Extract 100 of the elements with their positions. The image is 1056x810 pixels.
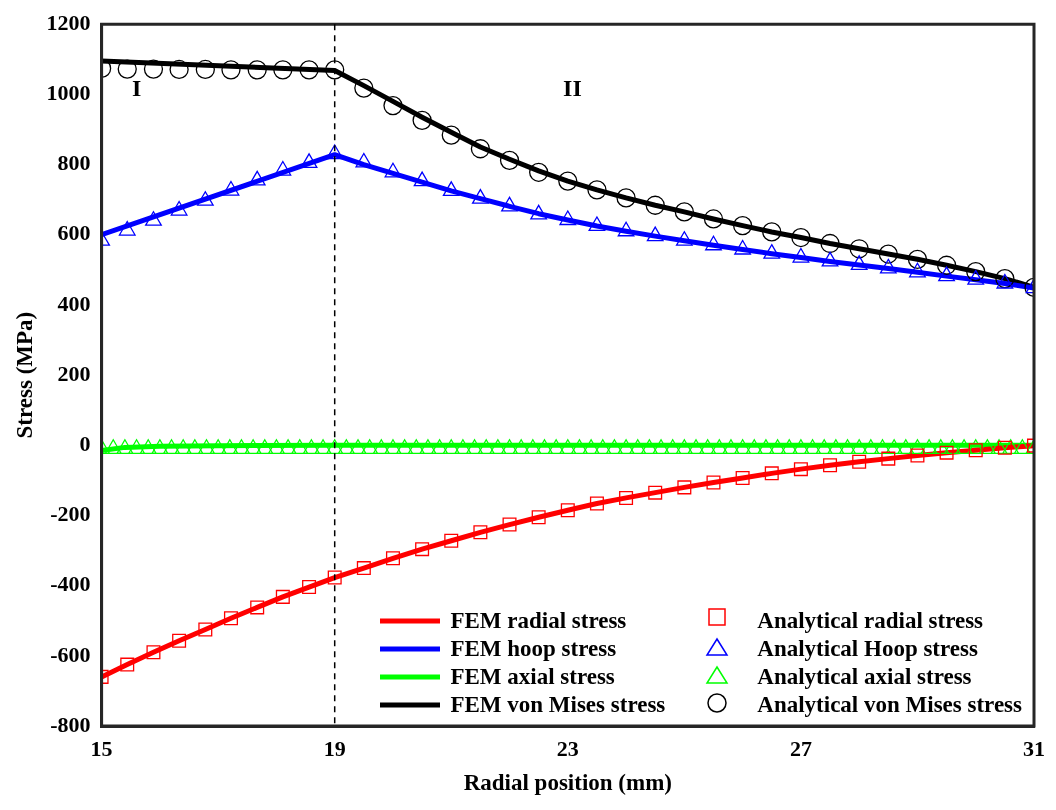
point (383, 95, 403, 116)
point (820, 233, 840, 254)
point (762, 222, 782, 242)
point (221, 60, 241, 80)
point (384, 162, 402, 178)
point (705, 235, 722, 251)
legend-label: Analytical Hoop stress (757, 636, 978, 662)
point (529, 162, 549, 182)
legend-label: Analytical radial stress (757, 608, 984, 634)
point (674, 202, 694, 222)
point (499, 150, 520, 170)
point (734, 239, 752, 255)
point (195, 59, 215, 80)
point (619, 490, 634, 505)
point (247, 60, 267, 80)
point (413, 171, 431, 187)
point (355, 152, 373, 168)
point (881, 451, 896, 466)
point (967, 270, 985, 285)
point (587, 180, 607, 200)
point (732, 215, 753, 236)
point (273, 60, 293, 80)
point (222, 180, 240, 196)
legend-label: FEM radial stress (450, 608, 627, 634)
point (793, 462, 808, 477)
legend-label: FEM axial stress (450, 664, 615, 690)
point (560, 503, 575, 518)
point (646, 226, 664, 242)
point (502, 517, 517, 532)
point (530, 204, 548, 220)
point (966, 261, 986, 282)
point (170, 200, 188, 216)
point (531, 510, 546, 525)
point (325, 60, 345, 80)
x-tick-label: 15 (90, 735, 113, 761)
point (936, 255, 957, 275)
point (326, 144, 344, 160)
y-axis-title: Stress (MPa) (11, 311, 37, 439)
point (852, 454, 867, 469)
annotation: II (563, 75, 582, 102)
point (850, 255, 868, 271)
point (196, 191, 214, 206)
point (274, 160, 292, 176)
point (250, 600, 265, 615)
y-tick-label: -200 (50, 501, 91, 527)
point (471, 188, 489, 204)
point (968, 443, 983, 458)
point (878, 244, 898, 264)
legend-label: Analytical axial stress (757, 664, 972, 690)
legend-label: FEM hoop stress (450, 636, 617, 662)
point (558, 171, 578, 191)
point (823, 458, 838, 473)
legend-label: FEM von Mises stress (450, 692, 666, 718)
point (617, 221, 635, 237)
point (120, 657, 135, 672)
x-tick-label: 23 (556, 735, 579, 761)
point (327, 570, 342, 585)
point (501, 196, 518, 212)
point (415, 542, 430, 557)
point (703, 209, 724, 229)
point (909, 262, 926, 278)
point (145, 211, 162, 226)
point (441, 125, 461, 145)
point (616, 188, 636, 208)
point (645, 195, 665, 215)
point (588, 216, 606, 232)
point (275, 589, 290, 604)
point (118, 220, 136, 236)
point (939, 445, 954, 460)
y-tick-label: -800 (50, 711, 91, 737)
point (302, 580, 317, 595)
x-tick-label: 27 (789, 735, 812, 761)
y-tick-label: 200 (57, 360, 91, 386)
point (677, 480, 692, 495)
point (146, 645, 161, 660)
point (907, 249, 928, 269)
y-tick-label: 1000 (46, 80, 91, 106)
point (910, 448, 925, 463)
point (849, 239, 869, 259)
x-axis-title: Radial position (mm) (463, 770, 672, 796)
point (444, 533, 459, 548)
x-tick-label: 19 (323, 735, 346, 761)
point (996, 273, 1014, 289)
point (473, 525, 488, 540)
point (356, 561, 371, 576)
point (589, 496, 604, 511)
legend-label: Analytical von Mises stress (757, 692, 1022, 718)
point (223, 611, 238, 626)
point (764, 466, 779, 481)
point (648, 485, 663, 500)
point (169, 59, 189, 80)
point (995, 268, 1015, 289)
point (735, 470, 750, 485)
x-tick-label: 31 (1023, 735, 1045, 761)
point (938, 266, 956, 282)
point (412, 110, 432, 130)
point (143, 59, 164, 79)
point (997, 440, 1012, 455)
y-tick-label: 800 (57, 150, 91, 176)
point (792, 247, 810, 263)
